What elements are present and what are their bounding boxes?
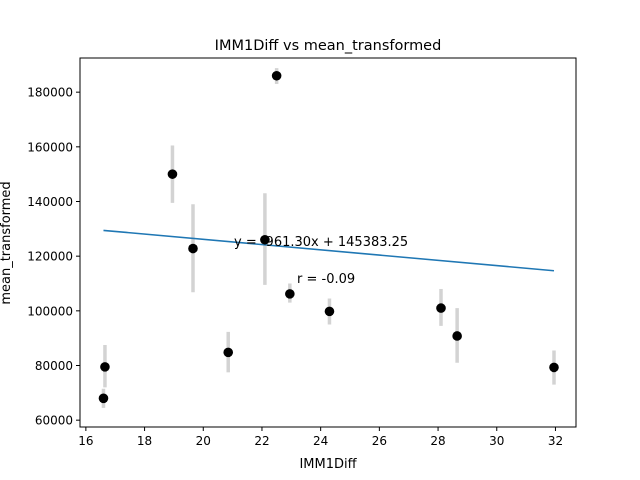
x-axis-label: IMM1Diff [299,457,357,472]
data-point-2 [167,169,178,179]
chart-title: IMM1Diff vs mean_transformed [215,38,442,54]
x-tick-label: 28 [430,434,445,448]
y-tick-label: 140000 [27,195,73,209]
x-tick-label: 16 [78,434,93,448]
data-point-10 [452,331,462,341]
data-point-5 [260,234,270,245]
y-tick-label: 180000 [27,86,73,100]
x-tick-label: 20 [196,434,211,448]
data-point-7 [285,289,295,299]
x-tick-label: 18 [137,434,152,448]
fit-equation-annotation: y = -961.30x + 145383.25 [234,235,408,250]
y-tick-label: 80000 [35,359,73,373]
x-tick-label: 32 [548,434,563,448]
data-point-9 [436,303,446,313]
data-point-1 [100,362,110,372]
data-points [98,70,559,404]
y-axis-label: mean_transformed [0,181,14,304]
x-tick-label: 26 [372,434,387,448]
x-axis: 16 18 20 22 24 26 28 30 32 [78,427,563,448]
data-point-6 [271,70,282,81]
data-point-11 [549,362,559,373]
y-tick-label: 60000 [35,414,73,428]
data-point-4 [223,347,234,358]
data-point-3 [188,243,198,254]
y-tick-label: 100000 [27,304,73,318]
x-tick-label: 22 [254,434,269,448]
data-point-0 [98,393,109,404]
y-tick-label: 120000 [27,250,73,264]
fit-line-group [103,229,555,272]
x-tick-label: 30 [489,434,504,448]
plot-area-frame [79,57,577,428]
x-tick-label: 24 [313,434,328,448]
y-axis: 60000 80000 100000 120000 140000 160000 180000 [27,86,80,428]
fit-line [103,229,555,272]
y-tick-label: 160000 [27,140,73,154]
data-point-8 [324,306,335,317]
correlation-annotation: r = -0.09 [297,272,355,287]
